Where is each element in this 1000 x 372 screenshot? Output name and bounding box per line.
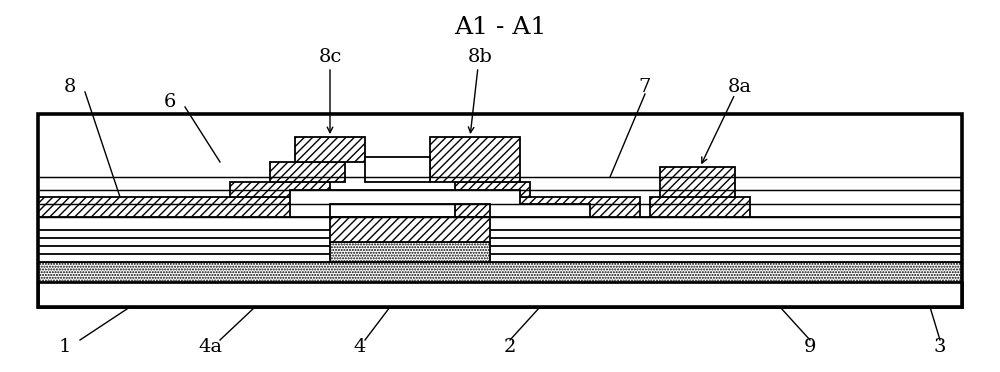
Text: 4: 4: [354, 338, 366, 356]
Polygon shape: [290, 190, 590, 217]
Text: 1: 1: [59, 338, 71, 356]
Polygon shape: [650, 197, 750, 217]
Text: 3: 3: [934, 338, 946, 356]
Polygon shape: [38, 262, 962, 282]
Text: 7: 7: [639, 78, 651, 96]
Polygon shape: [365, 157, 430, 182]
Text: 6: 6: [164, 93, 176, 111]
Polygon shape: [38, 282, 962, 307]
Polygon shape: [270, 162, 345, 182]
Polygon shape: [455, 182, 530, 197]
Text: 8c: 8c: [318, 48, 342, 66]
Polygon shape: [430, 137, 520, 182]
Polygon shape: [330, 242, 490, 262]
Polygon shape: [330, 217, 490, 242]
Polygon shape: [660, 167, 735, 197]
Text: 9: 9: [804, 338, 816, 356]
Text: 8b: 8b: [468, 48, 492, 66]
Polygon shape: [455, 197, 640, 217]
Text: 2: 2: [504, 338, 516, 356]
Text: A1 - A1: A1 - A1: [454, 16, 546, 38]
Polygon shape: [230, 182, 330, 197]
Polygon shape: [295, 137, 365, 162]
Text: 4a: 4a: [198, 338, 222, 356]
Polygon shape: [38, 217, 962, 262]
Text: 8a: 8a: [728, 78, 752, 96]
Polygon shape: [38, 197, 305, 217]
Text: 8: 8: [64, 78, 76, 96]
